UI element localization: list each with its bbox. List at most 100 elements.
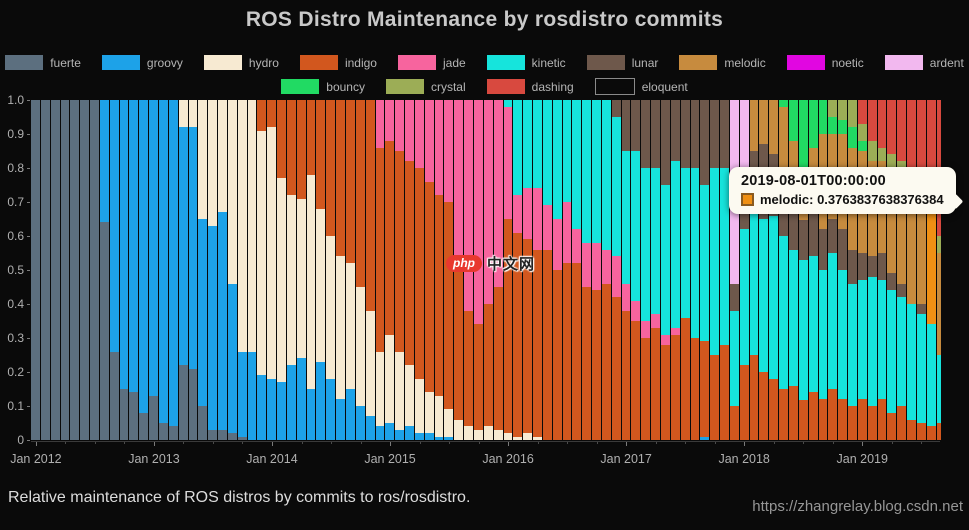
bar-2017-09[interactable] <box>700 100 710 440</box>
bar-segment-indigo[interactable] <box>739 365 749 440</box>
bar-2013-07[interactable] <box>208 100 218 440</box>
bar-segment-groovy[interactable] <box>109 100 119 352</box>
bar-2014-03[interactable] <box>286 100 296 440</box>
bar-segment-groovy[interactable] <box>306 389 316 440</box>
bar-2014-10[interactable] <box>355 100 365 440</box>
bar-2014-01[interactable] <box>267 100 277 440</box>
bar-segment-indigo[interactable] <box>601 283 611 440</box>
bar-2016-03[interactable] <box>523 100 533 440</box>
bar-segment-bouncy[interactable] <box>838 120 848 135</box>
bar-segment-indigo[interactable] <box>493 287 503 430</box>
bar-segment-hydro[interactable] <box>355 287 365 406</box>
bar-2013-12[interactable] <box>257 100 267 440</box>
legend-item-kinetic[interactable]: kinetic <box>486 55 566 70</box>
bar-2019-03[interactable] <box>877 100 887 440</box>
bar-2018-11[interactable] <box>838 100 848 440</box>
bar-segment-hydro[interactable] <box>178 100 188 128</box>
bar-segment-indigo[interactable] <box>483 304 493 427</box>
bar-segment-kinetic[interactable] <box>779 236 788 389</box>
bar-segment-lunar[interactable] <box>651 100 660 169</box>
bar-segment-lunar[interactable] <box>631 100 641 152</box>
bar-segment-groovy[interactable] <box>444 436 454 440</box>
bar-segment-kinetic[interactable] <box>828 253 838 389</box>
bar-2019-06[interactable] <box>907 100 916 440</box>
bar-segment-melodic[interactable] <box>779 106 788 168</box>
bar-segment-kinetic[interactable] <box>867 276 877 406</box>
bar-2012-11[interactable] <box>129 100 139 440</box>
bar-segment-groovy[interactable] <box>385 423 395 440</box>
bar-segment-groovy[interactable] <box>405 426 414 440</box>
bar-segment-kinetic[interactable] <box>759 219 769 372</box>
bar-segment-groovy[interactable] <box>346 389 355 440</box>
bar-2014-05[interactable] <box>306 100 316 440</box>
bar-segment-indigo[interactable] <box>464 310 473 427</box>
bar-segment-kinetic[interactable] <box>592 100 601 243</box>
bar-segment-melodic[interactable] <box>897 174 907 284</box>
bar-segment-indigo[interactable] <box>365 100 375 311</box>
bar-2014-12[interactable] <box>375 100 385 440</box>
bar-segment-jade[interactable] <box>523 188 533 240</box>
bar-segment-hydro[interactable] <box>227 100 237 284</box>
bar-segment-groovy[interactable] <box>434 436 444 440</box>
bar-segment-hydro[interactable] <box>257 130 267 376</box>
bar-segment-bouncy[interactable] <box>808 100 818 148</box>
bar-segment-kinetic[interactable] <box>542 100 552 206</box>
bar-2014-09[interactable] <box>346 100 355 440</box>
bar-2015-09[interactable] <box>464 100 473 440</box>
bar-segment-hydro[interactable] <box>503 433 513 440</box>
bar-segment-indigo[interactable] <box>592 290 601 440</box>
bar-segment-lunar[interactable] <box>661 100 670 186</box>
bar-segment-groovy[interactable] <box>119 100 129 389</box>
bar-segment-fuerte[interactable] <box>119 389 129 440</box>
bar-segment-crystal[interactable] <box>887 154 897 172</box>
bar-segment-fuerte[interactable] <box>90 100 99 440</box>
bar-segment-jade[interactable] <box>385 100 395 141</box>
bar-segment-indigo[interactable] <box>808 392 818 440</box>
bar-2016-07[interactable] <box>562 100 572 440</box>
bar-segment-groovy[interactable] <box>218 212 227 430</box>
bar-segment-jade[interactable] <box>454 100 464 271</box>
bar-segment-indigo[interactable] <box>857 399 867 440</box>
bar-segment-indigo[interactable] <box>277 100 286 179</box>
bar-2015-07[interactable] <box>444 100 454 440</box>
legend-item-bouncy[interactable]: bouncy <box>281 79 365 94</box>
bar-segment-indigo[interactable] <box>355 100 365 287</box>
bar-segment-jade[interactable] <box>611 256 621 298</box>
bar-segment-kinetic[interactable] <box>601 100 611 250</box>
bar-segment-bouncy[interactable] <box>857 140 867 152</box>
bar-segment-indigo[interactable] <box>454 270 464 420</box>
bar-2017-06[interactable] <box>670 100 680 440</box>
bar-segment-hydro[interactable] <box>326 236 336 379</box>
bar-segment-hydro[interactable] <box>473 429 483 440</box>
bar-segment-groovy[interactable] <box>700 436 710 440</box>
bar-segment-jade[interactable] <box>375 100 385 148</box>
bar-segment-fuerte[interactable] <box>218 429 227 440</box>
bar-2012-12[interactable] <box>139 100 149 440</box>
bar-segment-indigo[interactable] <box>257 100 267 131</box>
bar-segment-kinetic[interactable] <box>936 355 941 423</box>
bar-2016-06[interactable] <box>552 100 562 440</box>
bar-segment-kinetic[interactable] <box>907 304 916 420</box>
bar-segment-indigo[interactable] <box>444 202 454 410</box>
bar-2017-07[interactable] <box>680 100 690 440</box>
bar-2015-08[interactable] <box>454 100 464 440</box>
bar-2018-10[interactable] <box>828 100 838 440</box>
bar-segment-indigo[interactable] <box>503 219 513 434</box>
bar-2015-06[interactable] <box>434 100 444 440</box>
bar-segment-melodic[interactable] <box>759 100 769 145</box>
bar-segment-groovy[interactable] <box>355 406 365 440</box>
bar-segment-hydro[interactable] <box>336 256 345 400</box>
bar-segment-jade[interactable] <box>592 242 601 291</box>
bar-segment-crystal[interactable] <box>857 123 867 141</box>
bar-segment-indigo[interactable] <box>582 287 592 440</box>
bar-2012-03[interactable] <box>50 100 60 440</box>
bar-2018-01[interactable] <box>739 100 749 440</box>
bar-segment-indigo[interactable] <box>779 389 788 440</box>
bar-2019-02[interactable] <box>867 100 877 440</box>
bar-segment-indigo[interactable] <box>296 100 306 199</box>
bar-2013-03[interactable] <box>168 100 178 440</box>
bar-segment-dashing[interactable] <box>877 100 887 148</box>
bar-2015-10[interactable] <box>473 100 483 440</box>
bar-segment-indigo[interactable] <box>700 341 710 437</box>
bar-segment-hydro[interactable] <box>533 436 542 440</box>
